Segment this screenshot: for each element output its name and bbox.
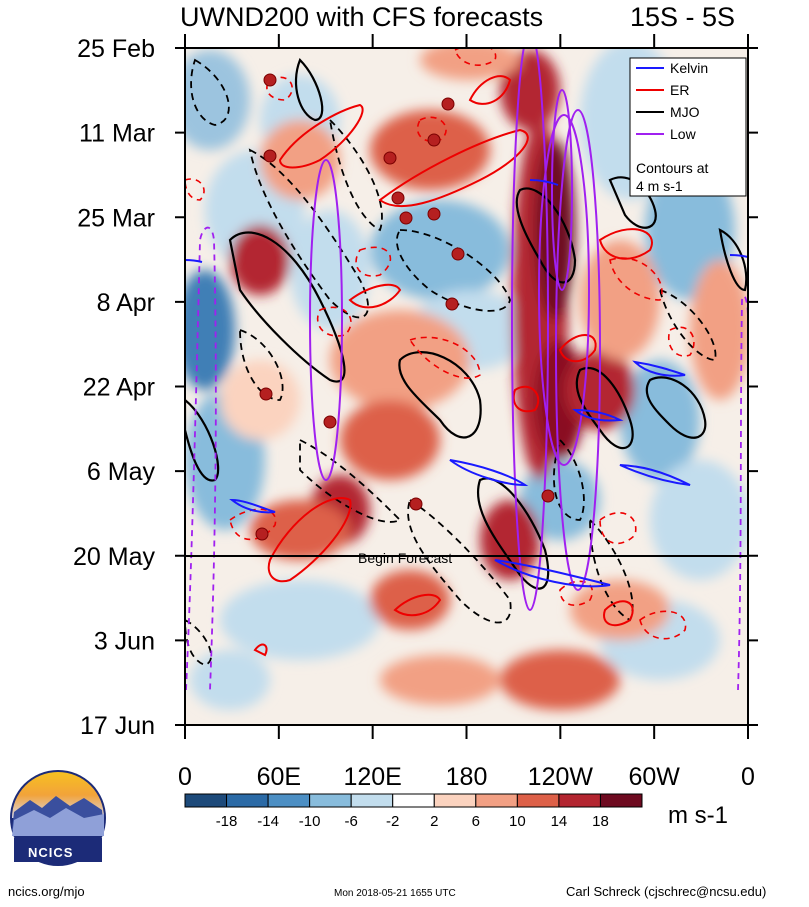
colorbar-tick-label: -18 [216,813,238,830]
colorbar-unit: m s-1 [668,802,728,829]
x-tick-label: 60W [628,763,680,791]
y-axis: 25 Feb 11 Mar 25 Mar 8 Apr 22 Apr 6 May 20 May… [73,35,758,740]
legend-box [629,57,747,197]
tc-markers [255,73,555,541]
forecast-label: Begin Forecast [358,550,452,566]
legend-note-line1: Contours at [636,160,708,176]
x-tick-label: 180 [446,763,488,791]
x-tick-label: 0 [178,763,192,791]
legend-label: MJO [670,104,700,120]
colorbar-tick-label: -14 [257,813,279,830]
colorbar-swatch [309,793,352,808]
x-tick-label: 120W [528,763,594,791]
y-tick-label: 20 May [73,543,155,571]
y-tick-label: 22 Apr [83,374,155,402]
colorbar-tick-label: 2 [430,813,438,830]
y-tick-label: 8 Apr [97,289,155,317]
footer-website: ncics.org/mjo [8,884,85,899]
colorbar-tick-label: 14 [551,813,568,830]
colorbar-swatch [184,793,228,808]
er-dashed-contours [185,48,695,640]
legend-label: ER [670,82,689,98]
colorbar: -18 -14 -10 -6 -2 2 6 10 14 18 [184,793,643,830]
chart-region: 15S - 5S [630,2,736,32]
x-tick-label: 60E [257,763,301,791]
logo-text: NCICS [28,845,74,860]
y-tick-label: 11 Mar [79,120,155,148]
colorbar-swatch [350,793,394,808]
colorbar-swatch [433,793,477,808]
colorbar-tick-label: -6 [345,813,358,830]
x-tick-label: 0 [741,763,755,791]
colorbar-tick-label: 6 [472,813,480,830]
colorbar-swatch [558,793,601,808]
ncics-logo [10,770,106,866]
low-dashed-contours [185,226,748,691]
colorbar-tick-label: 10 [509,813,526,830]
y-tick-label: 25 Feb [77,35,155,63]
colorbar-swatch [392,793,435,808]
legend: Kelvin ER MJO Low Contours at 4 m s-1 [629,57,747,197]
legend-label: Kelvin [670,60,708,76]
y-tick-label: 6 May [87,458,156,486]
y-tick-label: 17 Jun [80,712,155,740]
x-axis: 0 60E 120E 180 120W 60W 0 [178,34,755,791]
colorbar-swatch [226,793,269,808]
colorbar-tick-label: 18 [592,813,609,830]
legend-note-line2: 4 m s-1 [636,178,683,194]
colorbar-swatch [599,793,643,808]
legend-items: Kelvin ER MJO Low [636,60,708,142]
colorbar-swatch [516,793,560,808]
y-tick-label: 3 Jun [94,627,155,655]
low-contours [309,48,601,611]
colorbar-swatch [267,793,311,808]
x-tick-label: 120E [343,763,401,791]
kelvin-contours [185,179,748,588]
colorbar-swatch [475,793,518,808]
chart-title: UWND200 with CFS forecasts [180,2,544,32]
y-tick-label: 25 Mar [77,204,155,232]
colorbar-tick-label: -2 [386,813,399,830]
footer-author: Carl Schreck (cjschrec@ncsu.edu) [566,884,767,899]
colorbar-tick-label: -10 [299,813,321,830]
footer-timestamp: Mon 2018-05-21 1655 UTC [334,888,456,899]
contour-overlays [185,48,748,691]
legend-label: Low [670,126,697,142]
